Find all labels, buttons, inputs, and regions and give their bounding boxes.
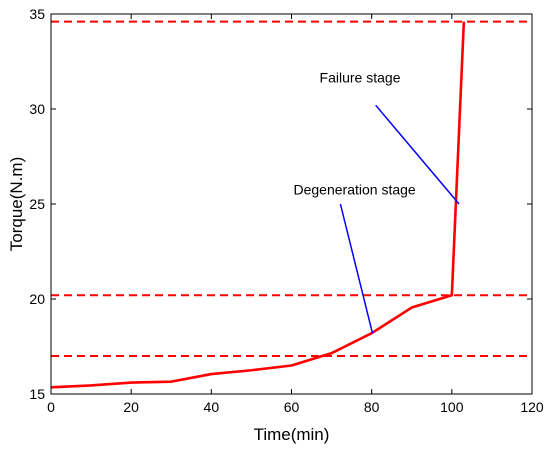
y-tick-label-30: 30 xyxy=(29,101,45,117)
y-axis-label: Torque(N.m) xyxy=(7,157,26,251)
x-tick-label-100: 100 xyxy=(440,399,464,415)
x-tick-label-120: 120 xyxy=(520,399,544,415)
x-tick-label-20: 20 xyxy=(123,399,139,415)
x-tick-label-80: 80 xyxy=(364,399,380,415)
y-tick-label-20: 20 xyxy=(29,291,45,307)
x-axis-label: Time(min) xyxy=(254,425,330,444)
annotation-pointer-2 xyxy=(375,104,460,205)
plot-area xyxy=(51,14,532,394)
x-tick-label-0: 0 xyxy=(47,399,55,415)
x-tick-label-40: 40 xyxy=(204,399,220,415)
y-tick-label-15: 15 xyxy=(29,386,45,402)
y-tick-label-35: 35 xyxy=(29,6,45,22)
x-tick-label-60: 60 xyxy=(284,399,300,415)
annotation-label-1: Degeneration stage xyxy=(294,182,416,198)
y-tick-label-25: 25 xyxy=(29,196,45,212)
annotation-label-2: Failure stage xyxy=(320,69,401,85)
annotation-pointer-1 xyxy=(339,203,374,334)
series-line-1 xyxy=(50,21,466,389)
